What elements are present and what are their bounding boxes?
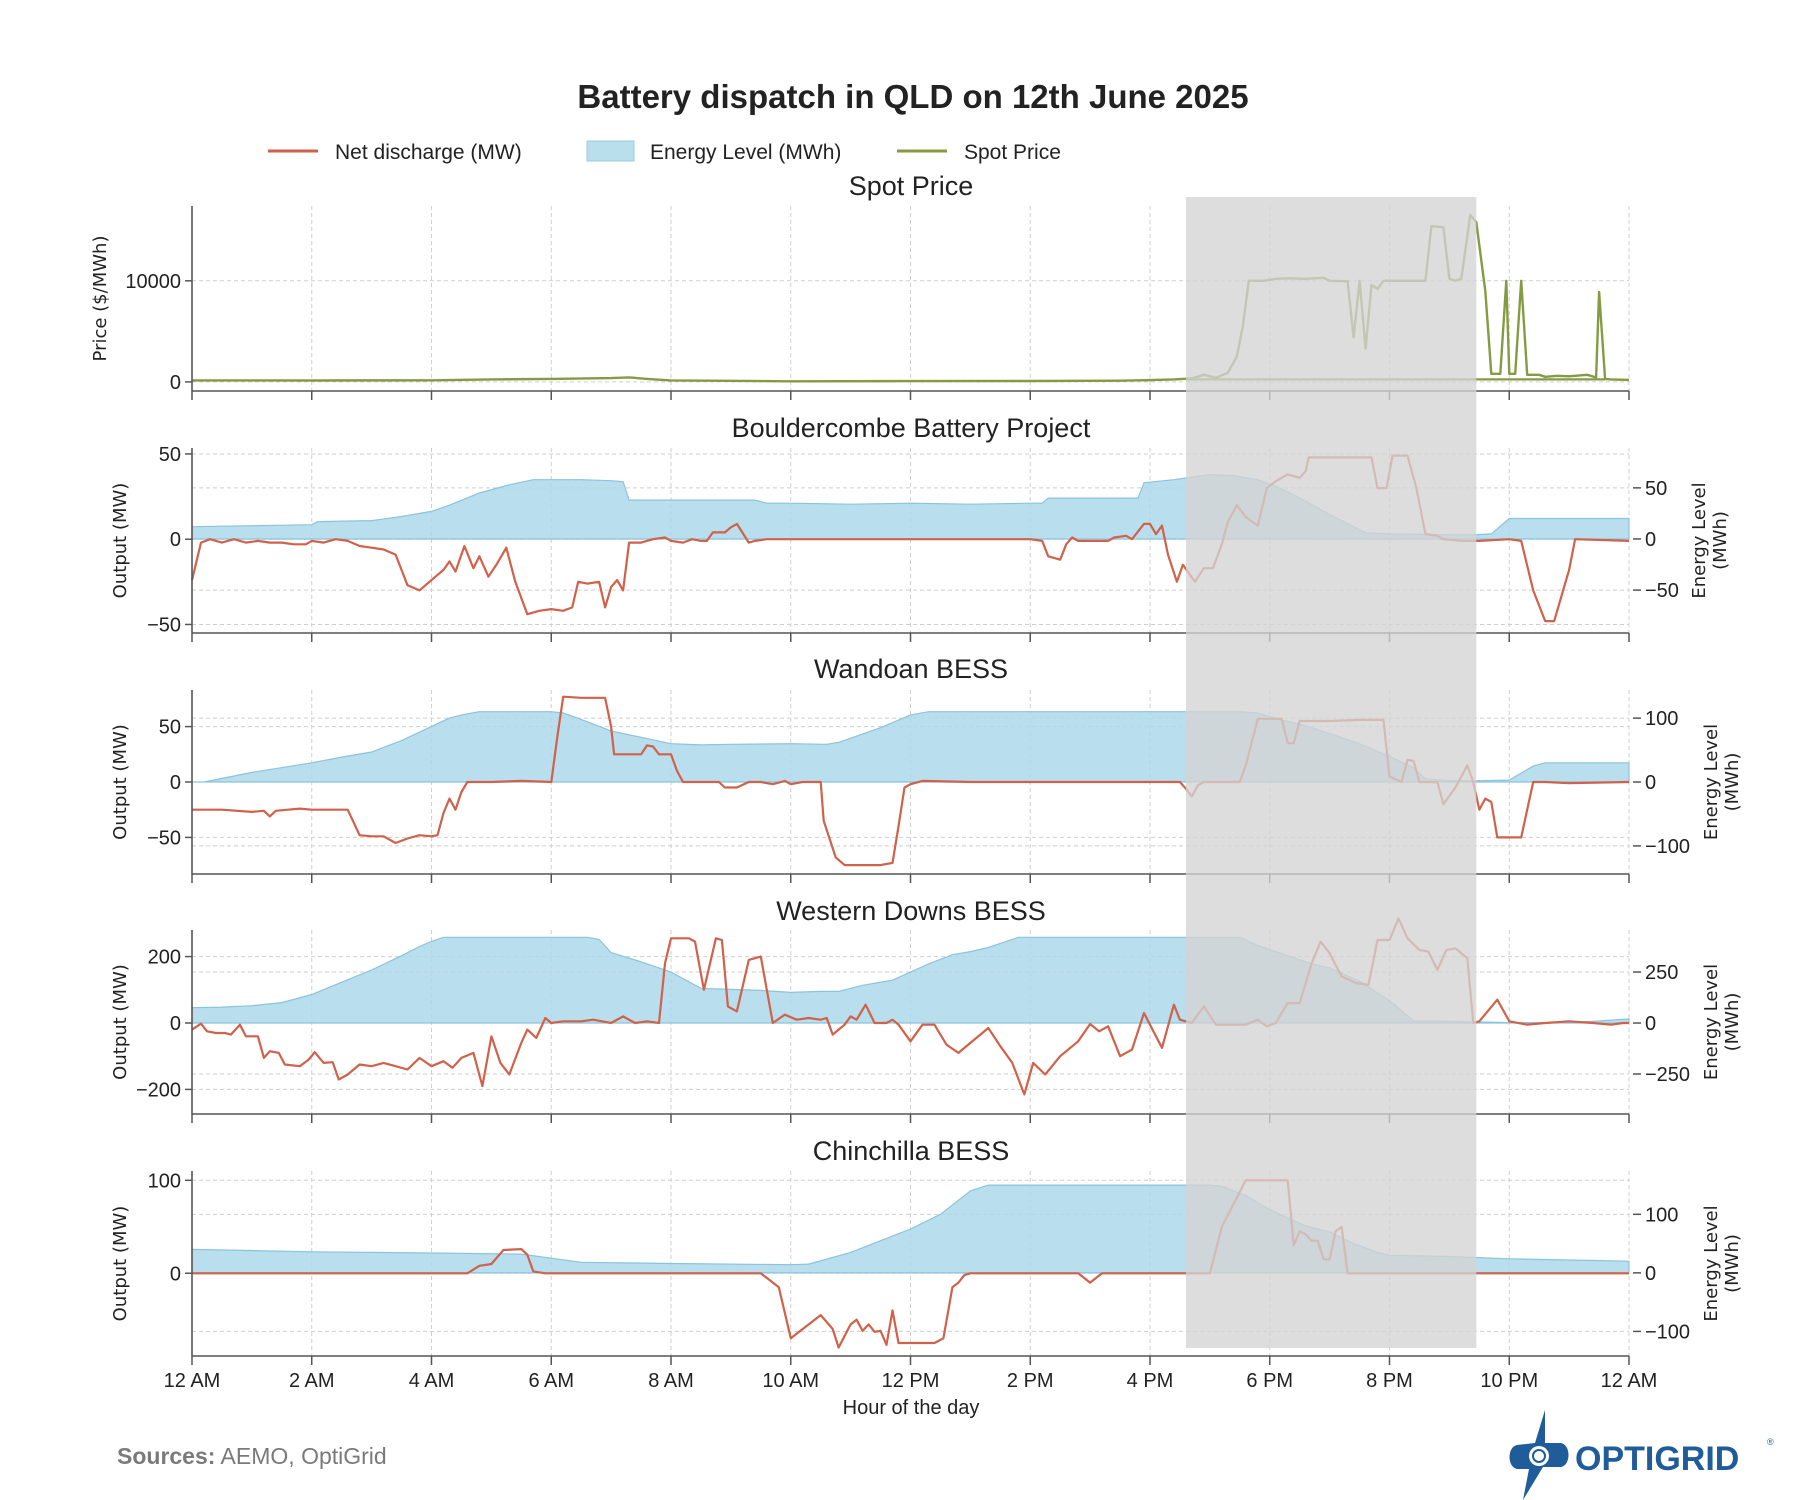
panel-bouldercombe: Bouldercombe Battery Project −50 0 50 Output… xyxy=(110,413,1731,642)
x-tick-label: 2 AM xyxy=(289,1370,335,1392)
y-tick-label: 0 xyxy=(170,372,181,394)
legend-energy-swatch xyxy=(586,140,635,162)
legend: Net discharge (MW) Energy Level (MWh) Sp… xyxy=(268,140,1061,164)
panel-title: Bouldercombe Battery Project xyxy=(732,413,1091,443)
y2-tick-label: 0 xyxy=(1645,1013,1656,1035)
y-tick-label: 0 xyxy=(170,772,181,794)
sources-label: Sources: xyxy=(117,1443,216,1469)
y-tick-label: 200 xyxy=(148,947,181,969)
y-tick-label: 50 xyxy=(159,444,181,466)
x-tick-label: 12 AM xyxy=(164,1370,221,1392)
panel-chinchilla: Chinchilla BESS 0 100 Output (MW) −100 0 100 En… xyxy=(110,1136,1743,1365)
panel-title: Western Downs BESS xyxy=(776,896,1046,926)
x-tick-label: 8 PM xyxy=(1366,1370,1413,1392)
y-axis-label: Output (MW) xyxy=(110,964,131,1080)
y2-axis-label: Energy Level(MWh) xyxy=(1689,482,1731,598)
legend-price-label: Spot Price xyxy=(964,141,1061,164)
y2-axis-label: Energy Level(MWh) xyxy=(1701,724,1743,840)
y2-axis-label: Energy Level(MWh) xyxy=(1701,964,1743,1080)
x-axis-label: Hour of the day xyxy=(843,1397,980,1419)
y-tick-label: 10000 xyxy=(125,271,181,293)
y-axis-label: Output (MW) xyxy=(110,483,131,599)
y-tick-label: 0 xyxy=(170,1263,181,1285)
y-axis-label: Output (MW) xyxy=(110,724,131,840)
panel-wandoan: Wandoan BESS −50 0 50 Output (MW) −100 0 100 Ene… xyxy=(110,654,1743,883)
chart-title: Battery dispatch in QLD on 12th June 202… xyxy=(577,78,1248,115)
y2-tick-label: 0 xyxy=(1645,772,1656,794)
y-tick-label: 100 xyxy=(148,1170,181,1192)
x-tick-label: 8 AM xyxy=(648,1370,694,1392)
x-tick-label: 12 AM xyxy=(1601,1370,1658,1392)
logo-text: OPTIGRID xyxy=(1575,1440,1739,1478)
panel-western-downs: Western Downs BESS −200 0 200 Output (MW) −25… xyxy=(110,896,1743,1123)
legend-energy-label: Energy Level (MWh) xyxy=(650,141,841,164)
panel-title: Spot Price xyxy=(849,171,974,201)
x-tick-label: 12 PM xyxy=(882,1370,940,1392)
sources-text: AEMO, OptiGrid xyxy=(215,1443,387,1469)
x-tick-label: 6 AM xyxy=(528,1370,574,1392)
y-axis-label: Output (MW) xyxy=(110,1206,131,1322)
legend-discharge-label: Net discharge (MW) xyxy=(335,141,522,164)
logo-registered-mark: ® xyxy=(1767,1437,1774,1447)
y-tick-label: 50 xyxy=(159,717,181,739)
y-axis-label: Price ($/MWh) xyxy=(90,236,111,362)
y2-tick-label: 0 xyxy=(1645,529,1656,551)
x-tick-label: 2 PM xyxy=(1007,1370,1054,1392)
highlight-window xyxy=(1185,197,1477,1348)
y-tick-label: −200 xyxy=(136,1079,181,1101)
x-tick-label: 10 PM xyxy=(1480,1370,1538,1392)
y2-tick-label: 250 xyxy=(1645,962,1678,984)
logo-snowflake-icon xyxy=(1529,1446,1549,1466)
y2-tick-label: 100 xyxy=(1645,1204,1678,1226)
x-tick-label: 4 AM xyxy=(409,1370,455,1392)
optigrid-logo: OPTIGRID ® xyxy=(1509,1410,1774,1500)
y2-tick-label: −100 xyxy=(1645,1321,1690,1343)
y2-axis-label: Energy Level(MWh) xyxy=(1701,1205,1743,1321)
panel-title: Chinchilla BESS xyxy=(813,1136,1010,1166)
y2-tick-label: 0 xyxy=(1645,1263,1656,1285)
y2-tick-label: −250 xyxy=(1645,1064,1690,1086)
x-tick-label: 10 AM xyxy=(762,1370,819,1392)
y-tick-label: −50 xyxy=(147,614,181,636)
panel-title: Wandoan BESS xyxy=(814,654,1008,684)
y2-tick-label: 100 xyxy=(1645,708,1678,730)
x-tick-label: 6 PM xyxy=(1246,1370,1293,1392)
x-tick-label: 4 PM xyxy=(1127,1370,1174,1392)
y2-tick-label: −100 xyxy=(1645,836,1690,858)
y2-tick-label: −50 xyxy=(1645,580,1679,602)
y-tick-label: −50 xyxy=(147,827,181,849)
y-tick-label: 0 xyxy=(170,1013,181,1035)
sources-note: Sources: AEMO, OptiGrid xyxy=(117,1443,387,1470)
y2-tick-label: 50 xyxy=(1645,478,1667,500)
x-axis: 12 AM 2 AM 4 AM 6 AM 8 AM 10 AM 12 PM 2 PM 4 PM 6… xyxy=(164,1370,1658,1392)
y-tick-label: 0 xyxy=(170,529,181,551)
